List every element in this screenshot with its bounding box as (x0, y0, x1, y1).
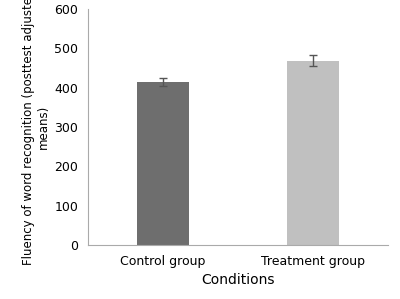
Y-axis label: Fluency of word recognition (posttest adjusted
means): Fluency of word recognition (posttest ad… (22, 0, 50, 265)
Bar (137, 82, 189, 245)
Bar (287, 61, 339, 245)
X-axis label: Conditions: Conditions (201, 274, 275, 287)
